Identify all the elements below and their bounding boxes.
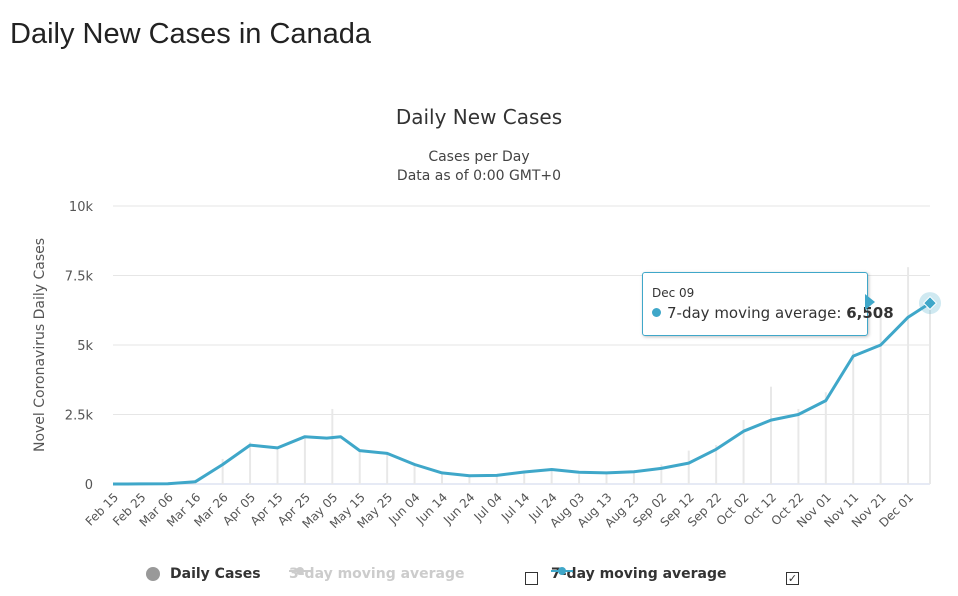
daily-cases-bar xyxy=(769,386,772,484)
daily-cases-bar xyxy=(715,445,718,484)
page-title: Daily New Cases in Canada xyxy=(10,18,372,50)
tooltip-series-name: 7-day moving average xyxy=(667,304,837,322)
line-marker-icon xyxy=(289,567,311,575)
daily-cases-bar xyxy=(249,442,252,484)
tooltip-line: 7-day moving average: 6,508 xyxy=(652,304,894,322)
daily-cases-bar xyxy=(358,450,361,484)
legend-label: 7-day moving average xyxy=(551,566,727,582)
checkbox-7-day-average[interactable]: ✓ xyxy=(786,572,799,585)
daily-cases-bar xyxy=(331,408,334,484)
daily-cases-bar xyxy=(929,303,931,484)
y-tick-label: 0 xyxy=(85,478,93,493)
y-tick-labels: 0 2.5k 5k 7.5k 10k xyxy=(65,200,94,493)
legend-item-7-day-average[interactable]: 7-day moving average xyxy=(551,566,727,582)
daily-cases-bar xyxy=(523,471,526,484)
y-axis-title: Novel Coronavirus Daily Cases xyxy=(32,238,48,452)
tooltip-value: 6,508 xyxy=(846,304,894,322)
daily-cases-bar xyxy=(495,475,498,484)
legend-item-3-day-average[interactable]: 3-day moving average xyxy=(289,566,465,582)
daily-cases-bar xyxy=(797,408,800,484)
legend-item-daily-cases[interactable]: Daily Cases xyxy=(146,566,261,582)
series-line-7-day-moving-average xyxy=(112,301,931,486)
tooltip-series-dot xyxy=(652,308,661,317)
y-tick-label: 5k xyxy=(77,339,93,354)
daily-cases-bar xyxy=(824,392,827,484)
checkbox-3-day-average[interactable] xyxy=(525,572,538,585)
tooltip-pointer xyxy=(865,294,875,310)
legend: Daily Cases 3-day moving average 7-day m… xyxy=(0,566,958,588)
daily-cases-bar xyxy=(550,470,553,484)
y-tick-label: 7.5k xyxy=(65,270,94,285)
x-tick-label: Jul 04 xyxy=(471,490,505,524)
line-marker-icon xyxy=(551,567,573,575)
chart-subtitle-2: Data as of 0:00 GMT+0 xyxy=(397,168,561,184)
daily-cases-bar xyxy=(879,317,882,484)
legend-label: Daily Cases xyxy=(170,566,261,582)
x-tick-label: Jul 14 xyxy=(498,490,532,524)
daily-cases-bar xyxy=(907,267,910,484)
y-tick-label: 10k xyxy=(69,200,94,215)
daily-cases-bar xyxy=(660,464,663,484)
tooltip: Dec 09 7-day moving average: 6,508 xyxy=(642,272,894,336)
daily-cases-bar xyxy=(413,465,416,484)
daily-cases-bar xyxy=(632,472,635,484)
tooltip-date: Dec 09 xyxy=(652,286,695,300)
daily-cases-bar xyxy=(440,474,443,484)
daily-cases-bar xyxy=(303,436,306,484)
legend-label: 3-day moving average xyxy=(289,566,465,582)
daily-cases-bar xyxy=(605,472,608,484)
y-tick-label: 2.5k xyxy=(65,409,94,424)
hover-marker-point[interactable] xyxy=(922,296,938,311)
daily-cases-bar xyxy=(852,350,855,484)
grid-lines xyxy=(113,205,930,485)
daily-cases-bar xyxy=(221,458,224,484)
daily-cases-bar xyxy=(468,475,471,484)
daily-cases-bar xyxy=(687,450,690,484)
daily-cases-bar xyxy=(386,453,389,484)
daily-cases-bars xyxy=(166,267,931,484)
daily-cases-legend-icon xyxy=(146,567,160,581)
chart-subtitle-1: Cases per Day xyxy=(428,149,529,165)
chart-title: Daily New Cases xyxy=(396,105,562,129)
daily-cases-bar xyxy=(276,447,279,484)
daily-cases-bar xyxy=(578,474,581,484)
daily-cases-bar xyxy=(742,420,745,484)
